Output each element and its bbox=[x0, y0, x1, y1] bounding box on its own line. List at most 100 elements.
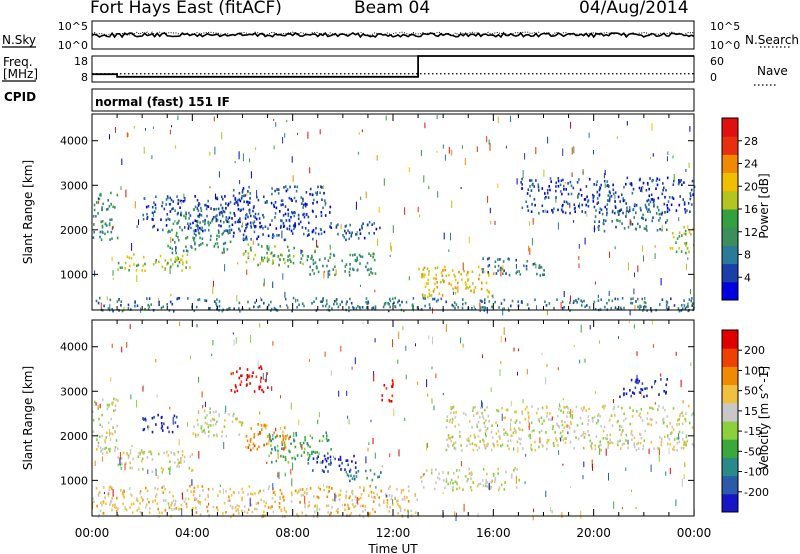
velocity-cell bbox=[464, 475, 467, 478]
velocity-cell bbox=[257, 423, 259, 426]
colorbar-swatch bbox=[722, 118, 738, 137]
velocity-cell bbox=[164, 488, 166, 491]
power-cell bbox=[603, 222, 605, 226]
power-cell bbox=[193, 238, 195, 242]
velocity-cell bbox=[359, 504, 362, 508]
power-cell bbox=[555, 185, 557, 188]
power-cell bbox=[243, 252, 245, 255]
power-cell bbox=[335, 298, 338, 301]
power-cell bbox=[311, 254, 313, 258]
velocity-cell bbox=[381, 465, 383, 468]
power-cell bbox=[272, 254, 275, 258]
power-cell bbox=[141, 269, 143, 272]
velocity-cell bbox=[662, 418, 664, 422]
colorbar-tick-label: -15 bbox=[744, 425, 762, 438]
power-cell bbox=[428, 273, 430, 276]
velocity-cell bbox=[507, 439, 509, 443]
power-cell bbox=[188, 211, 190, 215]
velocity-cell bbox=[660, 378, 662, 381]
velocity-cell bbox=[95, 486, 98, 490]
velocity-cell bbox=[579, 416, 582, 420]
power-cell bbox=[359, 255, 362, 258]
power-cell bbox=[121, 158, 123, 165]
velocity-cell bbox=[627, 439, 629, 445]
power-cell bbox=[248, 211, 251, 215]
power-cell bbox=[526, 205, 529, 208]
velocity-cell bbox=[246, 374, 249, 377]
power-cell bbox=[502, 264, 504, 272]
velocity-cell bbox=[362, 510, 364, 513]
power-cell bbox=[264, 225, 267, 228]
power-cell bbox=[680, 179, 682, 182]
power-cell bbox=[329, 205, 332, 209]
velocity-cell bbox=[672, 407, 675, 410]
power-cell bbox=[511, 299, 514, 303]
velocity-cell bbox=[99, 491, 101, 494]
velocity-cell bbox=[681, 431, 684, 434]
velocity-cell bbox=[138, 451, 140, 455]
velocity-cell bbox=[307, 462, 310, 465]
velocity-cell bbox=[470, 471, 473, 474]
velocity-cell bbox=[484, 432, 486, 436]
power-cell bbox=[434, 267, 437, 270]
velocity-cell bbox=[468, 439, 470, 443]
power-cell bbox=[280, 219, 282, 222]
velocity-cell bbox=[157, 474, 159, 480]
power-cell bbox=[254, 225, 256, 228]
power-cell bbox=[630, 301, 632, 305]
power-cell bbox=[523, 264, 525, 268]
power-cell bbox=[229, 240, 232, 244]
velocity-cell bbox=[410, 509, 413, 512]
power-cell bbox=[354, 253, 356, 256]
power-cell bbox=[183, 214, 185, 218]
velocity-cell bbox=[182, 497, 184, 501]
velocity-cell bbox=[630, 432, 633, 436]
velocity-cell bbox=[166, 426, 169, 429]
power-cell bbox=[433, 297, 436, 301]
velocity-cell bbox=[240, 380, 243, 384]
power-cell bbox=[481, 281, 483, 285]
power-cell bbox=[677, 307, 680, 310]
power-cell bbox=[116, 300, 119, 303]
velocity-cell bbox=[597, 414, 599, 418]
power-cell bbox=[583, 299, 585, 303]
velocity-cell bbox=[143, 427, 146, 431]
velocity-cell bbox=[646, 394, 648, 398]
velocity-cell bbox=[641, 392, 642, 397]
velocity-cell bbox=[360, 496, 362, 500]
power-cell bbox=[526, 192, 529, 195]
power-cell bbox=[242, 207, 245, 211]
velocity-cell bbox=[380, 471, 382, 474]
velocity-cell bbox=[161, 511, 163, 515]
time-tick-label: 04:00 bbox=[175, 526, 210, 540]
velocity-cell bbox=[187, 497, 190, 501]
velocity-cell bbox=[687, 404, 690, 408]
velocity-cell bbox=[240, 509, 243, 513]
power-cell bbox=[227, 220, 230, 224]
power-cell bbox=[678, 231, 681, 235]
power-cell bbox=[482, 268, 484, 271]
velocity-cell bbox=[325, 459, 328, 463]
velocity-cell bbox=[374, 510, 376, 514]
power-cell bbox=[489, 207, 491, 214]
velocity-cell bbox=[216, 420, 218, 423]
power-cell bbox=[676, 237, 679, 240]
velocity-ytick-label: 1000 bbox=[60, 474, 88, 487]
velocity-cell bbox=[567, 424, 570, 428]
power-cell bbox=[172, 310, 175, 313]
power-cell bbox=[262, 216, 265, 219]
velocity-cell bbox=[563, 405, 565, 409]
velocity-cell bbox=[450, 436, 453, 439]
power-cell bbox=[612, 183, 614, 187]
power-cell bbox=[236, 201, 239, 204]
power-cell bbox=[432, 297, 434, 301]
power-cell bbox=[557, 222, 559, 230]
velocity-cell bbox=[120, 466, 122, 470]
power-cell bbox=[683, 225, 685, 229]
velocity-cell bbox=[199, 513, 202, 516]
velocity-cell bbox=[211, 417, 214, 421]
velocity-cell bbox=[499, 437, 501, 440]
power-cell bbox=[153, 201, 155, 204]
velocity-cell bbox=[148, 450, 150, 453]
velocity-cell bbox=[466, 438, 468, 442]
